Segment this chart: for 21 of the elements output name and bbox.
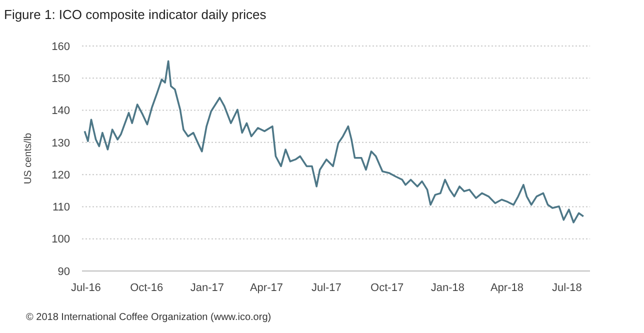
x-tick-label: Jul-17 <box>311 282 342 294</box>
y-tick-label: 110 <box>52 202 70 214</box>
x-tick-label: Jul-18 <box>552 282 582 294</box>
y-axis-title: US cents/lb <box>23 132 34 184</box>
y-tick-label: 130 <box>52 137 70 150</box>
x-tick-label: Apr-18 <box>490 282 524 294</box>
x-tick-label: Oct-16 <box>130 282 164 294</box>
x-tick-label: Jan-17 <box>190 282 224 294</box>
text: © 2018 International Coffee Organization (www.ico.org) <box>26 312 272 323</box>
y-tick-label: 90 <box>58 266 70 278</box>
y-tick-label: 120 <box>52 169 70 182</box>
chart-title: Figure 1: ICO composite indicator daily prices <box>4 7 267 22</box>
y-tick-label: 100 <box>52 234 70 246</box>
x-tick-label: Apr-17 <box>250 282 284 294</box>
x-tick-label: Jan-18 <box>430 282 464 294</box>
line-series <box>84 60 584 224</box>
y-tick-label: 150 <box>52 72 70 85</box>
y-tick-label: 140 <box>52 105 70 118</box>
x-tick-label: Jul-16 <box>70 282 101 294</box>
x-tick-label: Oct-17 <box>370 282 404 294</box>
y-tick-label: 160 <box>52 40 70 53</box>
